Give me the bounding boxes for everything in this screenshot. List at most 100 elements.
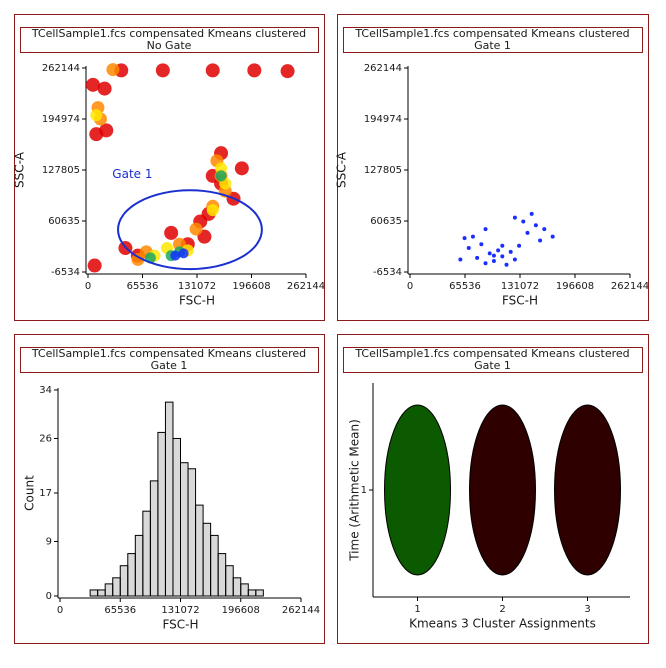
event-point xyxy=(496,248,501,253)
x-tick-label: 262144 xyxy=(287,281,325,292)
histogram-bar xyxy=(255,589,264,597)
y-tick-label: 262144 xyxy=(364,63,402,74)
x-tick-label: 1 xyxy=(414,604,420,615)
event-point xyxy=(529,211,534,216)
density-point xyxy=(234,161,249,176)
x-tick-label: 0 xyxy=(57,605,63,616)
y-tick-label: 60635 xyxy=(48,216,80,227)
density-point xyxy=(206,204,219,217)
density-point xyxy=(99,123,114,138)
y-tick-label: 17 xyxy=(39,488,52,499)
y-axis-label: SSC-A xyxy=(335,151,349,188)
histogram-bar xyxy=(112,577,121,597)
plot-subtitle: Gate 1 xyxy=(151,359,188,372)
event-point xyxy=(525,230,530,235)
plot-title: TCellSample1.fcs compensated Kmeans clus… xyxy=(31,27,306,40)
histogram-bar xyxy=(210,534,219,597)
plot-title: TCellSample1.fcs compensated Kmeans clus… xyxy=(31,347,306,360)
density-point xyxy=(131,252,145,266)
histogram-bar xyxy=(202,522,212,597)
x-tick-label: 65536 xyxy=(127,281,159,292)
event-point xyxy=(512,215,517,220)
y-axis-label: Count xyxy=(23,475,37,511)
event-point xyxy=(458,257,463,262)
event-point xyxy=(508,249,513,254)
density-point xyxy=(215,170,227,182)
histogram-bar xyxy=(172,437,181,597)
plot-subtitle: Gate 1 xyxy=(474,359,511,372)
event-point xyxy=(479,242,484,247)
panel-frame xyxy=(14,334,325,644)
x-axis-label: FSC-H xyxy=(162,618,198,632)
y-tick-label: 0 xyxy=(46,591,52,602)
event-point xyxy=(538,238,543,243)
plot-subtitle: Gate 1 xyxy=(474,39,511,52)
plot-panel: TCellSample1.fcs compensated Kmeans clus… xyxy=(13,14,325,321)
density-point xyxy=(280,64,295,79)
histogram-bar xyxy=(119,565,129,597)
density-point xyxy=(85,77,100,92)
x-tick-label: 262144 xyxy=(611,281,649,292)
histogram-bar xyxy=(180,462,189,597)
x-axis-label: FSC-H xyxy=(179,294,215,308)
x-tick-label: 0 xyxy=(407,281,413,292)
event-point xyxy=(475,255,480,260)
plot-panel: TCellSample1.fcs compensated Kmeans clus… xyxy=(335,14,649,321)
x-axis-label: FSC-H xyxy=(502,294,538,308)
density-point xyxy=(247,63,262,78)
event-point xyxy=(483,227,488,232)
histogram-bar xyxy=(97,589,106,597)
event-point xyxy=(500,254,505,259)
y-axis-label: SSC-A xyxy=(13,151,27,188)
event-point xyxy=(491,253,496,258)
event-point xyxy=(542,227,547,232)
gate-label: Gate 1 xyxy=(112,167,152,181)
event-point xyxy=(512,257,517,262)
plot-subtitle: No Gate xyxy=(147,39,192,52)
y-tick-label: 60635 xyxy=(370,216,402,227)
histogram-bar xyxy=(134,534,144,597)
histogram-bar xyxy=(142,510,151,597)
y-tick-label: 127805 xyxy=(42,165,80,176)
event-point xyxy=(521,219,526,224)
event-point xyxy=(500,243,505,248)
title-box xyxy=(20,27,319,53)
plot-panel: TCellSample1.fcs compensated Kmeans clus… xyxy=(14,334,325,644)
x-tick-label: 65536 xyxy=(104,605,136,616)
cluster-ellipse xyxy=(469,404,536,576)
y-tick-label: -6534 xyxy=(373,267,402,278)
event-point xyxy=(470,234,475,239)
density-point xyxy=(106,63,120,77)
event-point xyxy=(462,236,467,241)
cluster-ellipse xyxy=(554,404,621,576)
histogram-bar xyxy=(157,431,166,597)
y-tick-label: -6534 xyxy=(51,267,80,278)
x-tick-label: 196608 xyxy=(222,605,260,616)
plot-title: TCellSample1.fcs compensated Kmeans clus… xyxy=(354,27,629,40)
event-point xyxy=(466,246,471,251)
title-box xyxy=(343,347,643,373)
density-point xyxy=(87,258,102,273)
y-tick-label: 194974 xyxy=(364,114,402,125)
x-tick-label: 131072 xyxy=(178,281,216,292)
event-point xyxy=(504,262,509,267)
y-tick-label: 26 xyxy=(39,433,52,444)
title-box xyxy=(20,347,319,373)
y-tick-label: 127805 xyxy=(364,165,402,176)
x-tick-label: 0 xyxy=(85,281,91,292)
histogram-bar xyxy=(164,401,174,597)
histogram-bar xyxy=(247,589,257,597)
y-tick-label: 9 xyxy=(46,536,52,547)
histogram-bar xyxy=(225,565,234,597)
event-point xyxy=(517,243,522,248)
y-tick-label: 262144 xyxy=(42,63,80,74)
density-point xyxy=(178,248,189,259)
y-tick-label: 194974 xyxy=(42,114,80,125)
x-tick-label: 2 xyxy=(499,604,505,615)
event-point xyxy=(483,261,488,266)
x-tick-label: 3 xyxy=(584,604,590,615)
event-point xyxy=(550,234,555,239)
cluster-ellipse xyxy=(384,404,451,576)
y-tick-label: 1 xyxy=(361,485,367,496)
